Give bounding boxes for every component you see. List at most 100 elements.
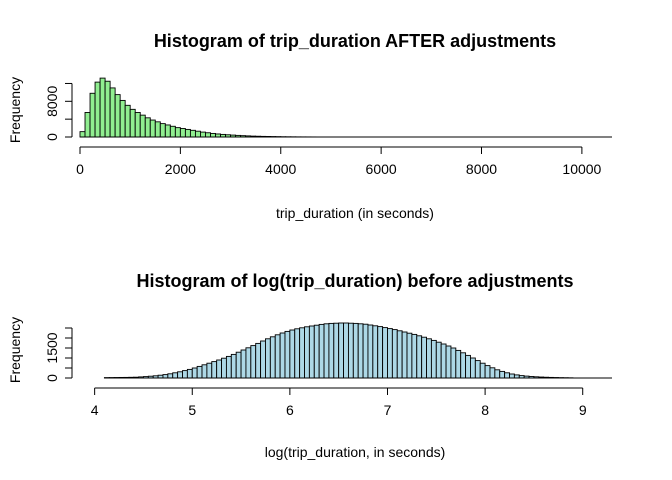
chart-2-xlabel: log(trip_duration, in seconds) [265, 444, 446, 460]
chart-2-bar [294, 328, 301, 379]
chart-2-bar [352, 322, 359, 379]
chart-2-bar [172, 372, 179, 379]
chart-1-bar [199, 131, 206, 138]
chart-1-bar [99, 77, 106, 138]
chart-1-bar [79, 131, 86, 138]
chart-2-bar [279, 332, 286, 379]
chart-2-bar [265, 338, 271, 379]
chart-1-x-tick-label: 4000 [265, 161, 296, 177]
chart-1-y-tick-label: 8000 [44, 86, 60, 117]
chart-2-bar [299, 327, 305, 379]
chart-1-bar [104, 80, 111, 138]
chart-2-bar [509, 373, 515, 379]
chart-2-bar [196, 365, 203, 379]
chart-2-bar [357, 323, 364, 379]
chart-1-bar [119, 99, 126, 138]
chart-1-bar [114, 94, 121, 138]
chart-2-bar [504, 372, 510, 379]
chart-2-bar [377, 326, 384, 379]
chart-1-x-tick-label: 6000 [366, 161, 397, 177]
chart-2-bar [323, 323, 330, 379]
chart-1-bar [144, 117, 151, 138]
chart-1-bar [174, 127, 181, 138]
chart-1-axes: 0 2000 4000 6000 8000 10000 0 8000 [44, 82, 602, 177]
chart-2-bar [313, 324, 320, 379]
chart-2-bar [362, 323, 369, 379]
chart-2-bar [318, 323, 325, 379]
chart-2-bar [479, 362, 486, 379]
chart-2-bar [211, 361, 218, 379]
chart-1-x-tick-label: 0 [76, 161, 84, 177]
chart-2-bar [470, 357, 476, 379]
chart-2-bar [235, 351, 242, 379]
chart-2-bar [435, 341, 442, 379]
chart-2-bar [167, 373, 174, 379]
chart-2-x-tick-label: 5 [188, 402, 196, 418]
chart-2-x-tick-label: 4 [91, 402, 99, 418]
chart-2-bar [367, 324, 374, 379]
chart-1-bar [189, 129, 196, 138]
chart-2-bar [494, 369, 501, 379]
chart-2-bar [406, 332, 413, 379]
chart-2-bar [289, 329, 296, 379]
chart-2-bar [489, 367, 496, 379]
chart-2-bar [445, 345, 452, 379]
chart-1-xlabel: trip_duration (in seconds) [276, 205, 434, 221]
chart-2-bar [240, 349, 247, 379]
chart-1-bar [154, 121, 161, 138]
chart-2-bar [191, 367, 198, 379]
chart-2-bar [484, 365, 491, 379]
chart-2-x-tick-label: 8 [481, 402, 489, 418]
chart-1-x-tick-label: 8000 [466, 161, 497, 177]
chart-2-ylabel: Frequency [7, 317, 23, 383]
chart-2-bar [260, 340, 266, 379]
chart-1-bar [210, 132, 216, 138]
chart-2-bar [206, 362, 213, 379]
chart-1-bar [109, 87, 116, 138]
chart-2-y-tick-label: 1500 [44, 332, 60, 363]
chart-1-bar [149, 119, 156, 138]
chart-2-bar [440, 343, 447, 379]
chart-2-title: Histogram of log(trip_duration) before a… [136, 271, 573, 291]
chart-1-bar [184, 128, 191, 138]
chart-1-bar [124, 104, 131, 138]
chart-2-bar [162, 374, 169, 379]
chart-2-bar [328, 322, 335, 379]
chart-2-bar [382, 327, 388, 379]
chart-2-x-tick-label: 6 [286, 402, 294, 418]
chart-2-y-tick-label: 0 [44, 374, 60, 382]
chart-2-bars [103, 322, 612, 379]
chart-2-bar [391, 329, 398, 379]
chart-2-bar [387, 328, 393, 379]
chart-2-axes: 4 5 6 7 8 9 0 1500 [44, 327, 587, 418]
chart-2-bar [245, 347, 252, 379]
chart-2-bar [225, 355, 232, 379]
chart-2-bar [304, 326, 310, 379]
chart-2-bar [450, 347, 457, 379]
chart-2-bar [347, 322, 354, 379]
chart-2-x-tick-label: 9 [579, 402, 587, 418]
chart-1-title: Histogram of trip_duration AFTER adjustm… [154, 31, 556, 51]
chart-2-bar [421, 336, 427, 379]
chart-1-y-tick-label: 0 [44, 133, 60, 141]
chart-2-bar [396, 330, 403, 379]
chart-2-bar [455, 349, 462, 379]
chart-1-bars [79, 77, 612, 138]
chart-2-bar [338, 322, 345, 379]
chart-1-bar [94, 81, 101, 138]
chart-2-bar [499, 370, 506, 379]
chart-1-bar [129, 108, 136, 138]
chart-2-bar [250, 345, 257, 379]
chart-2-bar [460, 352, 467, 379]
chart-1-x-tick-label: 2000 [165, 161, 196, 177]
chart-2-bar [401, 331, 408, 379]
chart-2-bar [274, 334, 281, 379]
chart-1-bar [159, 123, 166, 138]
chart-2-bar [308, 325, 315, 379]
chart-2-bar [284, 330, 291, 379]
chart-2-x-tick-label: 7 [384, 402, 392, 418]
chart-2-bar [333, 322, 340, 379]
chart-1-bar [179, 128, 186, 138]
